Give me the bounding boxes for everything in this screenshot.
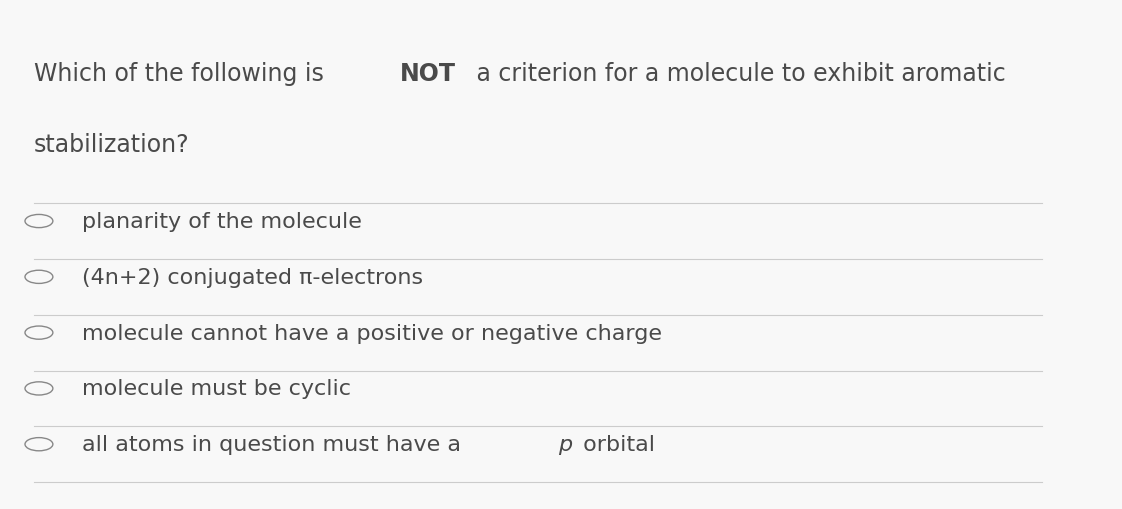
Text: stabilization?: stabilization?: [34, 133, 190, 157]
Text: Which of the following is: Which of the following is: [34, 62, 331, 86]
Text: orbital: orbital: [576, 434, 654, 455]
Text: a criterion for a molecule to exhibit aromatic: a criterion for a molecule to exhibit ar…: [469, 62, 1006, 86]
Text: all atoms in question must have a: all atoms in question must have a: [82, 434, 468, 455]
Text: NOT: NOT: [401, 62, 457, 86]
Text: planarity of the molecule: planarity of the molecule: [82, 212, 361, 232]
Text: molecule cannot have a positive or negative charge: molecule cannot have a positive or negat…: [82, 323, 662, 343]
Text: molecule must be cyclic: molecule must be cyclic: [82, 379, 351, 399]
Text: p: p: [558, 434, 572, 455]
Text: (4n+2) conjugated π-electrons: (4n+2) conjugated π-electrons: [82, 267, 423, 287]
